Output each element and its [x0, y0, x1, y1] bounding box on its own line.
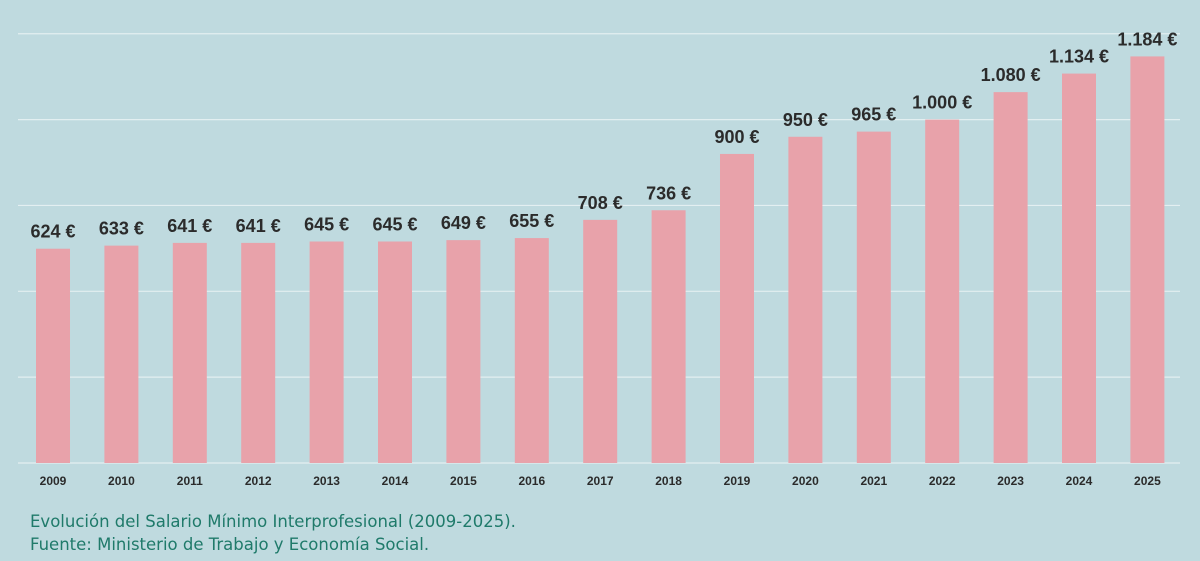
- bar-2023: [993, 92, 1028, 464]
- data-label-2012: 641 €: [236, 216, 281, 236]
- bar-chart: 624 € 2009 633 € 2010 641 € 2011 641 € 2012 645 …: [18, 29, 1180, 488]
- bar-2016: [514, 238, 549, 463]
- data-label-2014: 645 €: [372, 215, 417, 235]
- bar-2009: [36, 248, 70, 463]
- bar-2017: [583, 219, 618, 463]
- bar-2019: [720, 153, 754, 463]
- data-label-2011: 641 €: [167, 216, 212, 236]
- x-tick-2024: 2024: [1066, 474, 1093, 488]
- x-tick-2018: 2018: [655, 474, 682, 488]
- bar-2015: [446, 240, 481, 463]
- x-tick-2019: 2019: [724, 474, 751, 488]
- data-label-2009: 624 €: [30, 222, 75, 242]
- x-tick-2021: 2021: [860, 474, 887, 488]
- chart-caption: Evolución del Salario Mínimo Interprofes…: [30, 510, 516, 556]
- bar-2013: [309, 241, 344, 463]
- x-tick-2022: 2022: [929, 474, 956, 488]
- data-label-2021: 965 €: [851, 105, 896, 125]
- bar-2022: [925, 119, 960, 463]
- data-label-2013: 645 €: [304, 215, 349, 235]
- data-label-2015: 649 €: [441, 213, 486, 233]
- bar-2025: [1130, 56, 1165, 463]
- x-tick-2017: 2017: [587, 474, 614, 488]
- x-tick-2015: 2015: [450, 474, 477, 488]
- x-tick-2013: 2013: [313, 474, 340, 488]
- caption-source: Fuente: Ministerio de Trabajo y Economía…: [30, 535, 430, 554]
- bar-2012: [241, 242, 276, 463]
- bar-2010: [104, 245, 139, 463]
- data-label-2023: 1.080 €: [981, 65, 1041, 85]
- x-tick-2023: 2023: [997, 474, 1024, 488]
- data-label-2016: 655 €: [509, 211, 554, 231]
- caption-title: Evolución del Salario Mínimo Interprofes…: [30, 512, 516, 531]
- bar-2011: [172, 242, 207, 463]
- x-tick-2009: 2009: [40, 474, 67, 488]
- data-label-2022: 1.000 €: [912, 93, 972, 113]
- x-tick-2020: 2020: [792, 474, 819, 488]
- bar-2014: [378, 241, 412, 463]
- data-label-2010: 633 €: [99, 219, 144, 239]
- data-label-2024: 1.134 €: [1049, 47, 1109, 67]
- x-tick-2016: 2016: [518, 474, 545, 488]
- x-tick-2012: 2012: [245, 474, 272, 488]
- x-tick-2010: 2010: [108, 474, 135, 488]
- bar-2021: [856, 131, 891, 463]
- data-label-2017: 708 €: [578, 193, 623, 213]
- data-label-2019: 900 €: [714, 127, 759, 147]
- data-label-2018: 736 €: [646, 183, 691, 203]
- x-tick-2011: 2011: [177, 474, 203, 488]
- data-label-2020: 950 €: [783, 110, 828, 130]
- bar-2018: [651, 210, 686, 463]
- data-label-2025: 1.184 €: [1117, 29, 1177, 49]
- bar-2024: [1062, 73, 1096, 463]
- bar-2020: [788, 136, 823, 463]
- x-tick-2025: 2025: [1134, 474, 1161, 488]
- x-tick-2014: 2014: [382, 474, 409, 488]
